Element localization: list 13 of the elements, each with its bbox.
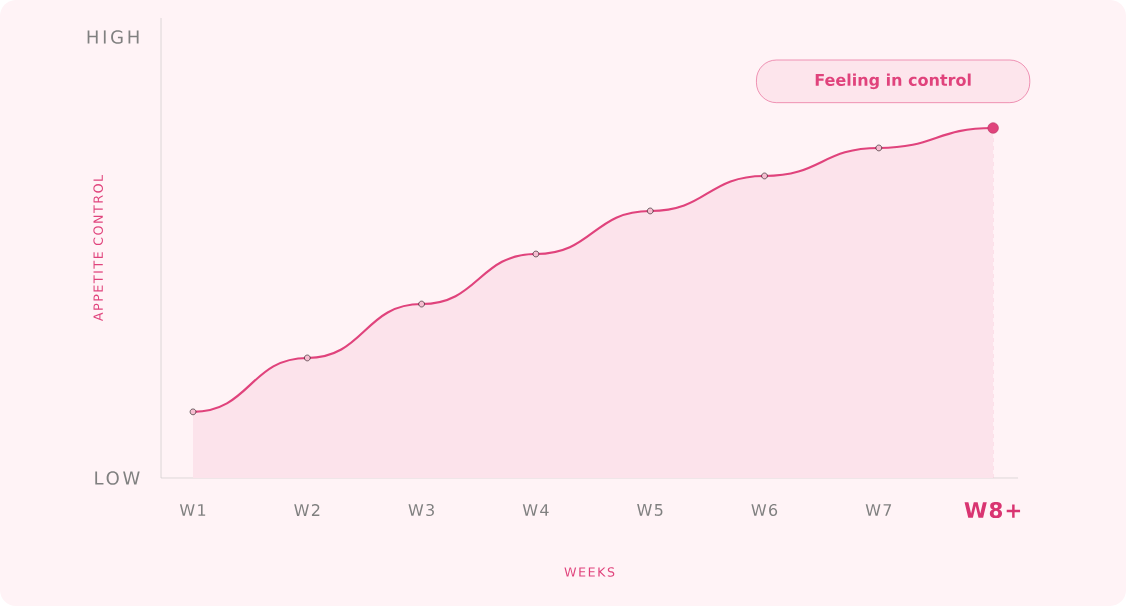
text: HIGH — [87, 30, 139, 44]
x-tick-label: W4 — [522, 504, 549, 516]
x-tick-label: W3 — [408, 503, 434, 517]
x-tick-label: W2 — [294, 504, 320, 516]
annotation: Feeling in control — [815, 73, 971, 90]
x-tick-label: W7 — [865, 504, 892, 516]
x-tick-label: W6 — [751, 503, 778, 517]
y-axis-title: APPETITE CONTROL — [93, 174, 103, 322]
x-axis-title: WEEKS — [564, 567, 615, 577]
text: LOW — [95, 471, 140, 485]
x-tick-label: W8+ — [964, 501, 1021, 519]
x-tick-label: W1 — [179, 504, 206, 516]
x-tick-label: W5 — [637, 504, 663, 516]
